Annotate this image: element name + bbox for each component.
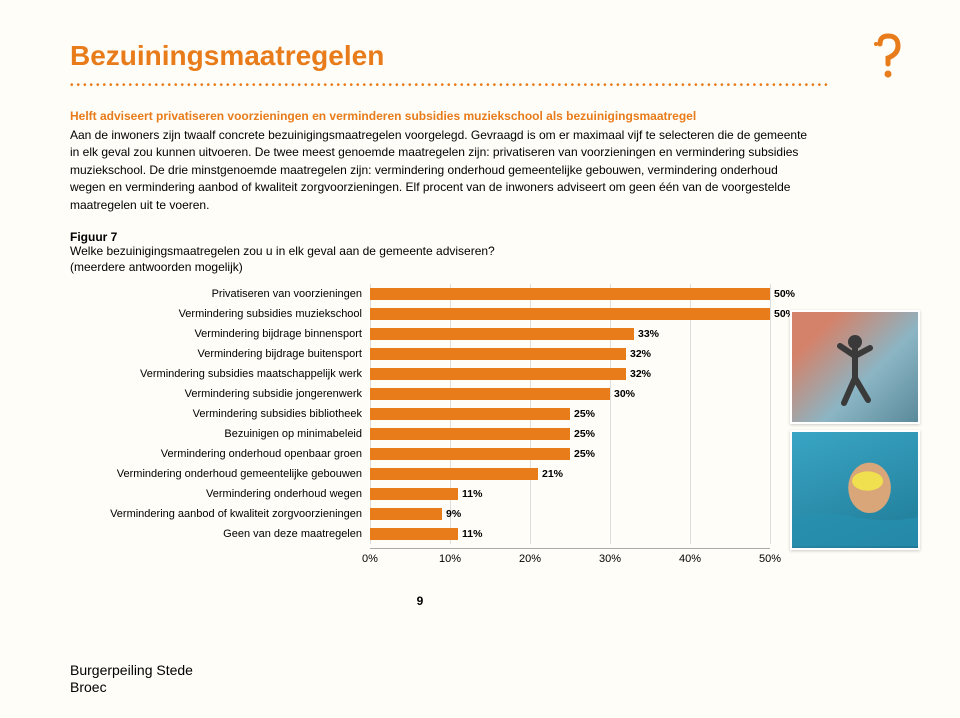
bar-value: 30%	[610, 387, 635, 401]
bar-track: 30%	[370, 387, 770, 401]
figure-note: (meerdere antwoorden mogelijk)	[70, 260, 900, 274]
axis-tick: 20%	[519, 553, 541, 565]
bar-value: 11%	[458, 487, 482, 501]
bar-label: Vermindering bijdrage binnensport	[70, 328, 370, 340]
page-number: 9	[70, 594, 770, 608]
axis-tick: 30%	[599, 553, 621, 565]
chart-row: Vermindering subsidie jongerenwerk 30%	[70, 384, 900, 404]
section-subtitle: Helft adviseert privatiseren voorziening…	[70, 109, 900, 123]
bar	[370, 528, 458, 540]
footer-source: Burgerpeiling Stede Broec	[70, 662, 193, 696]
bar	[370, 488, 458, 500]
bar-track: 33%	[370, 327, 770, 341]
bar	[370, 468, 538, 480]
bar-label: Vermindering onderhoud wegen	[70, 488, 370, 500]
question-mark-logo	[866, 30, 910, 85]
footer-line2: Broec	[70, 679, 107, 695]
bar-value: 11%	[458, 527, 482, 541]
photo-swimming-person	[790, 430, 920, 550]
bar	[370, 448, 570, 460]
bar-value: 25%	[570, 427, 595, 441]
footer-line1: Burgerpeiling Stede	[70, 662, 193, 678]
bar-label: Vermindering aanbod of kwaliteit zorgvoo…	[70, 508, 370, 520]
bar-label: Vermindering bijdrage buitensport	[70, 348, 370, 360]
bar	[370, 288, 770, 300]
bar-label: Bezuinigen op minimabeleid	[70, 428, 370, 440]
chart-row: Bezuinigen op minimabeleid 25%	[70, 424, 900, 444]
bar-value: 21%	[538, 467, 563, 481]
bar	[370, 328, 634, 340]
bar-value: 33%	[634, 327, 659, 341]
chart-row: Geen van deze maatregelen 11%	[70, 524, 900, 544]
bar-track: 32%	[370, 347, 770, 361]
bar-value: 9%	[442, 507, 461, 521]
bar-label: Vermindering onderhoud gemeentelijke geb…	[70, 468, 370, 480]
bar-track: 25%	[370, 447, 770, 461]
bar-label: Vermindering subsidies muziekschool	[70, 308, 370, 320]
bar-value: 25%	[570, 447, 595, 461]
bar	[370, 308, 770, 320]
chart-row: Vermindering onderhoud openbaar groen 25%	[70, 444, 900, 464]
bar	[370, 508, 442, 520]
bar-value: 32%	[626, 367, 651, 381]
bar-track: 50%	[370, 287, 770, 301]
chart-row: Vermindering aanbod of kwaliteit zorgvoo…	[70, 504, 900, 524]
axis-tick: 10%	[439, 553, 461, 565]
bar-value: 50%	[770, 287, 795, 301]
chart-row: Vermindering subsidies muziekschool50%	[70, 304, 900, 324]
bar-track: 25%	[370, 407, 770, 421]
bar-label: Vermindering onderhoud openbaar groen	[70, 448, 370, 460]
axis-tick: 40%	[679, 553, 701, 565]
bar-track: 9%	[370, 507, 770, 521]
chart-row: Vermindering bijdrage buitensport 32%	[70, 344, 900, 364]
chart-row: Vermindering bijdrage binnensport 33%	[70, 324, 900, 344]
bar-value: 32%	[626, 347, 651, 361]
bar-label: Vermindering subsidies maatschappelijk w…	[70, 368, 370, 380]
chart-row: Privatiseren van voorzieningen50%	[70, 284, 900, 304]
bar	[370, 428, 570, 440]
chart-row: Vermindering onderhoud wegen 11%	[70, 484, 900, 504]
photo-jumping-person	[790, 310, 920, 424]
bar-chart: Privatiseren van voorzieningen50%Vermind…	[70, 284, 900, 574]
chart-row: Vermindering subsidies maatschappelijk w…	[70, 364, 900, 384]
bar-label: Privatiseren van voorzieningen	[70, 288, 370, 300]
axis-tick: 50%	[759, 553, 781, 565]
bar	[370, 388, 610, 400]
bar-label: Geen van deze maatregelen	[70, 528, 370, 540]
bar	[370, 368, 626, 380]
bar-track: 11%	[370, 487, 770, 501]
figure-number: Figuur 7	[70, 230, 900, 244]
chart-row: Vermindering onderhoud gemeentelijke geb…	[70, 464, 900, 484]
page-title: Bezuiningsmaatregelen	[70, 40, 900, 72]
figure-question: Welke bezuinigingsmaatregelen zou u in e…	[70, 244, 900, 258]
chart-row: Vermindering subsidies bibliotheek 25%	[70, 404, 900, 424]
body-paragraph: Aan de inwoners zijn twaalf concrete bez…	[70, 127, 810, 214]
bar	[370, 348, 626, 360]
axis-tick: 0%	[362, 553, 378, 565]
bar-track: 21%	[370, 467, 770, 481]
bar-label: Vermindering subsidies bibliotheek	[70, 408, 370, 420]
bar-track: 25%	[370, 427, 770, 441]
divider-dots: ••••••••••••••••••••••••••••••••••••••••…	[70, 80, 830, 91]
bar-track: 50%	[370, 307, 770, 321]
side-photos	[790, 310, 920, 550]
bar-label: Vermindering subsidie jongerenwerk	[70, 388, 370, 400]
bar-track: 32%	[370, 367, 770, 381]
bar	[370, 408, 570, 420]
bar-track: 11%	[370, 527, 770, 541]
bar-value: 25%	[570, 407, 595, 421]
